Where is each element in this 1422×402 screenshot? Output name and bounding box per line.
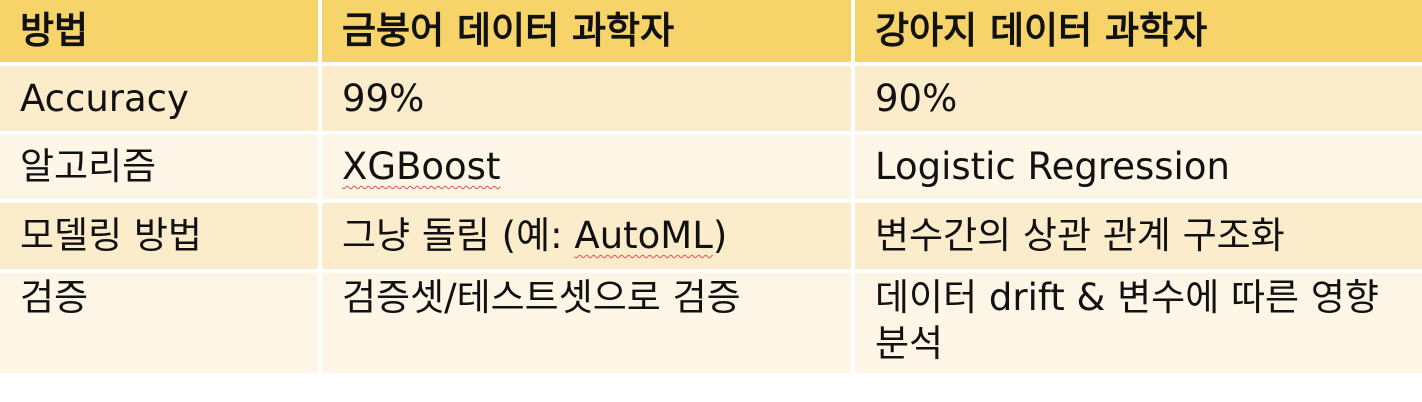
comparison-table: 방법 금붕어 데이터 과학자 강아지 데이터 과학자 Accuracy 99% … <box>0 0 1422 377</box>
row-label-accuracy: Accuracy <box>0 66 322 135</box>
goldfish-modeling-prefix: 그냥 돌림 (예: <box>342 214 575 257</box>
puppy-algorithm: Logistic Regression <box>855 135 1422 203</box>
header-puppy-data-scientist: 강아지 데이터 과학자 <box>855 0 1422 66</box>
goldfish-algorithm-text: XGBoost <box>342 145 501 188</box>
header-row: 방법 금붕어 데이터 과학자 강아지 데이터 과학자 <box>0 0 1422 66</box>
puppy-modeling-method: 변수간의 상관 관계 구조화 <box>855 203 1422 273</box>
table-row: 알고리즘 XGBoost Logistic Regression <box>0 135 1422 203</box>
row-label-algorithm: 알고리즘 <box>0 135 322 203</box>
puppy-validation: 데이터 drift & 변수에 따른 영향 분석 <box>855 273 1422 377</box>
header-method: 방법 <box>0 0 322 66</box>
table-row: 검증 검증셋/테스트셋으로 검증 데이터 drift & 변수에 따른 영향 분… <box>0 273 1422 377</box>
header-goldfish-data-scientist: 금붕어 데이터 과학자 <box>322 0 855 66</box>
goldfish-modeling-term: AutoML <box>574 214 713 257</box>
goldfish-algorithm: XGBoost <box>322 135 855 203</box>
puppy-accuracy: 90% <box>855 66 1422 135</box>
table-row: Accuracy 99% 90% <box>0 66 1422 135</box>
goldfish-accuracy: 99% <box>322 66 855 135</box>
row-label-modeling-method: 모델링 방법 <box>0 203 322 273</box>
row-label-validation: 검증 <box>0 273 322 377</box>
goldfish-modeling-suffix: ) <box>712 214 728 257</box>
goldfish-modeling-method: 그냥 돌림 (예: AutoML) <box>322 203 855 273</box>
table-row: 모델링 방법 그냥 돌림 (예: AutoML) 변수간의 상관 관계 구조화 <box>0 203 1422 273</box>
goldfish-validation: 검증셋/테스트셋으로 검증 <box>322 273 855 377</box>
